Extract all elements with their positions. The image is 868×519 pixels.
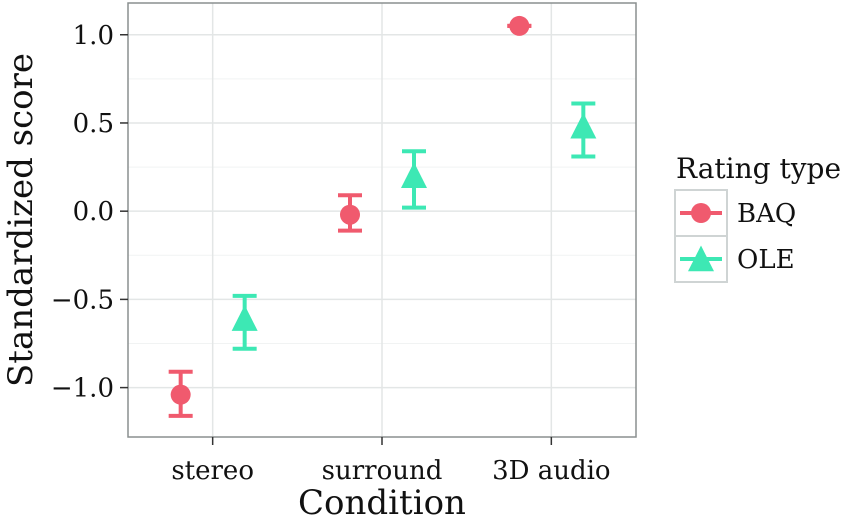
data-point — [231, 305, 258, 331]
x-tick-label: 3D audio — [492, 456, 611, 486]
x-tick-label: surround — [322, 456, 443, 486]
x-axis-title: Condition — [298, 483, 466, 519]
legend: Rating type BAQ OLE — [674, 152, 841, 283]
legend-label: OLE — [737, 245, 795, 275]
data-point — [509, 15, 530, 36]
series-baq — [168, 15, 532, 418]
y-tick-label: 0.0 — [73, 197, 114, 227]
data-series — [168, 15, 597, 418]
data-point — [401, 162, 427, 188]
legend-title: Rating type — [676, 152, 841, 185]
y-tick-label: −0.5 — [51, 285, 114, 315]
data-point — [340, 204, 360, 225]
legend-item-baq: BAQ — [674, 189, 796, 237]
x-axis: stereo surround 3D audio — [171, 437, 611, 486]
y-tick-label: 0.5 — [73, 109, 114, 139]
series-ole — [231, 101, 597, 351]
y-tick-label: 1.0 — [73, 21, 114, 51]
y-tick-label: −1.0 — [51, 374, 114, 404]
legend-item-ole: OLE — [674, 235, 795, 283]
data-point — [170, 384, 191, 405]
grid-major-lines — [128, 3, 636, 437]
legend-label: BAQ — [737, 199, 796, 229]
legend-key-marker — [691, 203, 711, 223]
y-axis-title: Standardized score — [1, 53, 41, 387]
legend-key-marker — [688, 245, 714, 272]
y-axis: 1.0 0.5 0.0 −0.5 −1.0 — [51, 21, 128, 404]
x-tick-label: stereo — [171, 456, 254, 486]
data-point — [570, 112, 597, 139]
